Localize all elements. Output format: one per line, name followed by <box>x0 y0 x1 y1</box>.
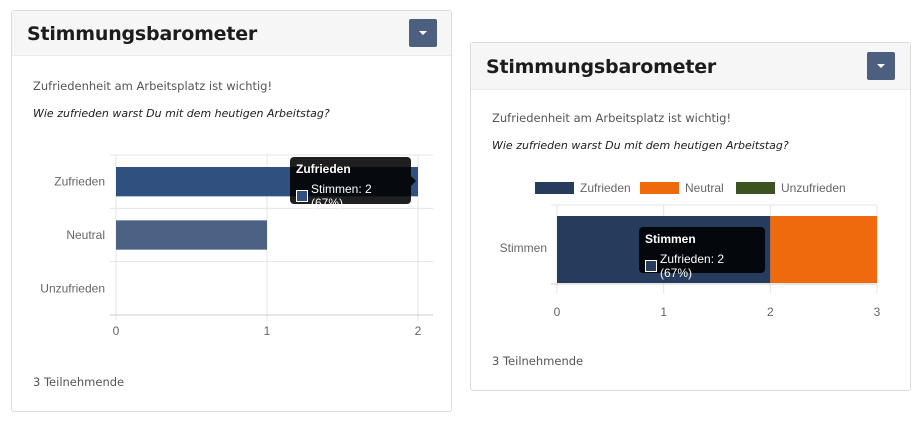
caret-down-icon <box>877 64 885 68</box>
x-tick-label: 3 <box>874 305 881 319</box>
question-text: Wie zufrieden warst Du mit dem heutigen … <box>33 107 330 120</box>
tooltip-swatch <box>645 260 657 272</box>
widget-menu-button[interactable] <box>867 52 895 80</box>
mood-widget-1: Stimmungsbarometer Zufriedenheit am Arbe… <box>11 10 452 412</box>
widget-header: Stimmungsbarometer <box>12 11 451 56</box>
x-tick-label: 2 <box>767 305 774 319</box>
caret-down-icon <box>419 31 427 35</box>
y-tick-label: Stimmen <box>500 241 547 255</box>
x-tick-label: 1 <box>264 324 271 338</box>
y-tick-label: Unzufrieden <box>40 281 105 295</box>
tooltip-title: Stimmen <box>645 232 696 246</box>
x-tick-label: 0 <box>554 305 561 319</box>
participants-count: 3 Teilnehmende <box>492 354 584 368</box>
x-tick-label: 2 <box>415 324 422 338</box>
x-tick-label: 1 <box>660 305 667 319</box>
widget-header: Stimmungsbarometer <box>471 43 910 90</box>
chart-tooltip: Zufrieden Stimmen: 2 (67%) <box>290 157 411 210</box>
tooltip-line: Zufrieden: 2 (67%) <box>645 252 759 280</box>
chart-tooltip: Stimmen Zufrieden: 2 (67%) <box>639 227 765 280</box>
bar-segment <box>770 216 877 283</box>
widget-title: Stimmungsbarometer <box>27 23 258 45</box>
intro-text: Zufriedenheit am Arbeitsplatz ist wichti… <box>33 79 273 93</box>
x-tick-label: 0 <box>113 324 120 338</box>
legend-label: Zufrieden <box>580 181 631 195</box>
widget-menu-button[interactable] <box>409 19 437 47</box>
tooltip-title: Zufrieden <box>296 162 351 176</box>
participants-count: 3 Teilnehmende <box>33 375 125 389</box>
tooltip-line: Stimmen: 2 (67%) <box>296 182 405 210</box>
legend-swatch <box>535 182 574 194</box>
legend-label: Unzufrieden <box>781 181 846 195</box>
tooltip-value: Stimmen: 2 (67%) <box>311 182 372 210</box>
tooltip-value: Zufrieden: 2 (67%) <box>660 252 725 280</box>
question-text: Wie zufrieden warst Du mit dem heutigen … <box>492 139 789 152</box>
tooltip-arrow <box>411 176 416 186</box>
legend-swatch <box>736 182 775 194</box>
bar <box>116 220 267 250</box>
legend-label: Neutral <box>685 181 724 195</box>
legend-swatch <box>640 182 679 194</box>
tooltip-swatch <box>296 190 308 202</box>
y-tick-label: Neutral <box>66 228 105 242</box>
widget-title: Stimmungsbarometer <box>486 56 717 78</box>
intro-text: Zufriedenheit am Arbeitsplatz ist wichti… <box>492 111 732 125</box>
y-tick-label: Zufrieden <box>54 175 105 189</box>
